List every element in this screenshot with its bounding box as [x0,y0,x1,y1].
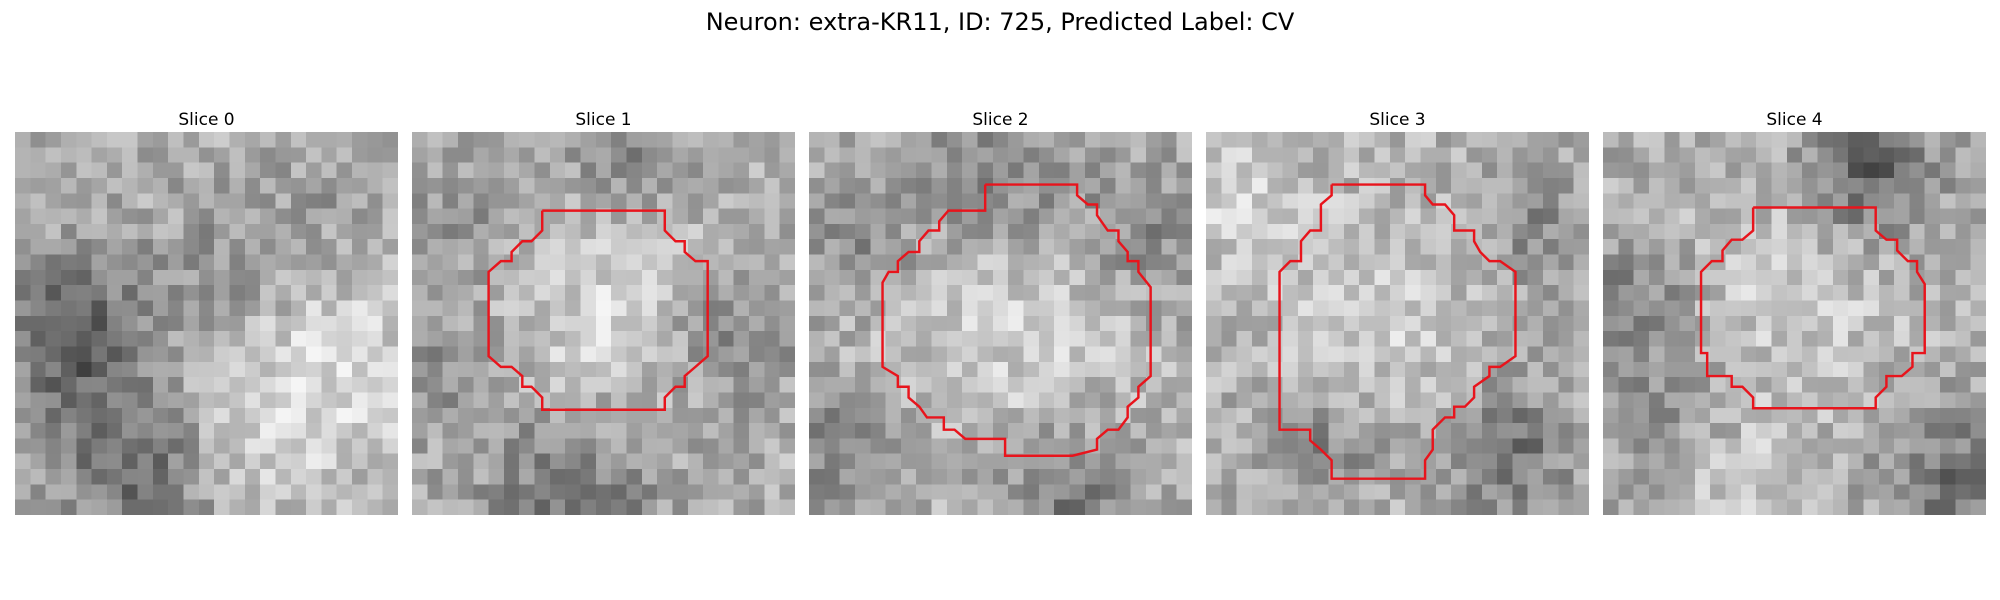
slice-panel-4: Slice 4 [1603,108,1986,515]
roi-contour [412,134,795,517]
slice-title: Slice 2 [809,108,1192,132]
roi-contour [1206,134,1589,517]
roi-contour [1603,134,1986,517]
slice-title: Slice 1 [412,108,795,132]
slice-panel-0: Slice 0 [15,108,398,515]
slice-image [15,132,398,515]
slice-title: Slice 4 [1603,108,1986,132]
figure-title: Neuron: extra-KR11, ID: 725, Predicted L… [0,8,2000,36]
slice-title: Slice 3 [1206,108,1589,132]
slice-panel-1: Slice 1 [412,108,795,515]
slice-panel-2: Slice 2 [809,108,1192,515]
roi-contour [809,134,1192,517]
slice-panel-3: Slice 3 [1206,108,1589,515]
slice-title: Slice 0 [15,108,398,132]
